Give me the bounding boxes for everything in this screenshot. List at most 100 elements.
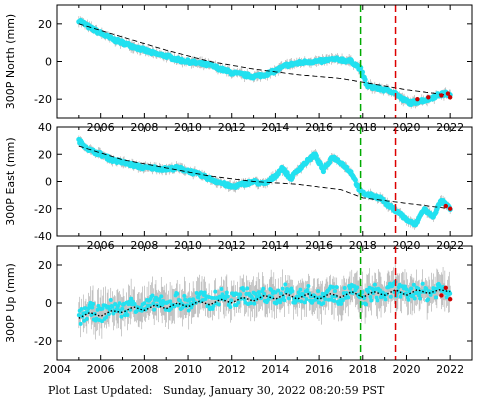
observation-point [168, 299, 173, 304]
observation-point [418, 296, 423, 301]
observation-point [90, 305, 95, 310]
observation-point [120, 306, 125, 311]
observation-point [186, 308, 191, 313]
observation-point [416, 286, 421, 291]
y-tick-label: 0 [45, 56, 52, 69]
observation-point [320, 291, 325, 296]
observation-point [250, 296, 255, 301]
observation-point [286, 296, 291, 301]
observation-point [302, 300, 307, 305]
observation-point [344, 291, 349, 296]
observation-point [368, 294, 373, 299]
observation-point [123, 309, 128, 314]
observation-point [92, 311, 97, 316]
observation-point [434, 286, 439, 291]
observation-point [362, 77, 368, 83]
observation-point [228, 305, 233, 310]
observation-point [409, 286, 414, 291]
observation-point [152, 307, 157, 312]
y-axis-label: 300P East (mm) [4, 137, 17, 225]
x-tick-label: 2008 [130, 363, 158, 376]
plot-updated-footer: Plot Last Updated: Sunday, January 30, 2… [48, 384, 384, 397]
observation-point [340, 298, 345, 303]
observation-point [262, 291, 267, 296]
recent-series [415, 91, 453, 102]
observation-point [111, 311, 116, 316]
observation-point [119, 314, 124, 319]
observation-point [352, 177, 358, 183]
observation-point [78, 321, 83, 326]
observation-point [129, 296, 134, 301]
observation-point [358, 65, 364, 71]
observation-point [305, 287, 310, 292]
y-tick-label: -20 [34, 93, 52, 106]
observation-point [159, 294, 164, 299]
observation-point [187, 297, 192, 302]
y-tick-label: -40 [34, 230, 52, 243]
observation-point [406, 297, 411, 302]
observation-point [241, 287, 246, 292]
observation-point [211, 303, 216, 308]
model-trend-line [78, 23, 451, 96]
observation-point [331, 285, 336, 290]
observation-point [151, 301, 156, 306]
y-tick-label: 20 [38, 259, 52, 272]
observation-point [191, 297, 196, 302]
observation-point [86, 306, 91, 311]
observation-point [245, 286, 250, 291]
observation-point [348, 286, 353, 291]
observation-point [280, 286, 285, 291]
observation-point [388, 294, 393, 299]
observation-point [362, 295, 367, 300]
recent-point [415, 96, 420, 102]
observation-point [91, 301, 96, 306]
observation-point [248, 301, 253, 306]
x-tick-label: 2018 [349, 363, 377, 376]
observation-point [346, 295, 351, 300]
observation-point [150, 293, 155, 298]
observation-point [334, 285, 339, 290]
observation-point [196, 295, 201, 300]
observation-point [407, 289, 412, 294]
x-tick-label: 2016 [305, 363, 333, 376]
observation-point [177, 298, 182, 303]
panel-1: 2006 2008 2010 2012 2014 2016 2018 2020 2022200-… [4, 4, 473, 134]
panel-2: 2006 2008 2010 2012 2014 2016 2018 2020 20224020… [4, 121, 473, 252]
observation-point [184, 303, 189, 308]
observation-point [236, 300, 241, 305]
observation-point [412, 296, 417, 301]
observation-point [417, 293, 422, 298]
recent-point [443, 203, 448, 209]
observation-point [402, 284, 407, 289]
recent-point [447, 95, 453, 100]
observation-point [420, 281, 425, 286]
observation-point [299, 299, 304, 304]
observation-point [295, 298, 300, 303]
recent-series [439, 285, 453, 302]
recent-point [445, 91, 451, 96]
observation-point [253, 291, 258, 296]
observation-point [283, 282, 288, 287]
observation-point [433, 295, 438, 300]
observation-point [290, 289, 295, 294]
observation-point [321, 301, 326, 306]
y-axis-label: 300P Up (mm) [4, 263, 17, 343]
observed-series [76, 136, 453, 228]
observation-point [242, 297, 247, 302]
recent-series [443, 203, 453, 211]
observation-point [339, 301, 344, 306]
observation-point [216, 302, 221, 307]
x-tick-label: 2012 [218, 363, 246, 376]
observation-point [372, 282, 377, 287]
x-tick-label: 2014 [261, 363, 289, 376]
observation-point [213, 289, 218, 294]
observation-point [378, 288, 383, 293]
observation-point [363, 302, 368, 307]
observation-point [76, 313, 81, 318]
x-tick-label: 2022 [436, 363, 464, 376]
y-tick-label: -20 [34, 335, 52, 348]
observation-point [225, 294, 230, 299]
observation-point [142, 301, 147, 306]
observation-point [375, 298, 380, 303]
